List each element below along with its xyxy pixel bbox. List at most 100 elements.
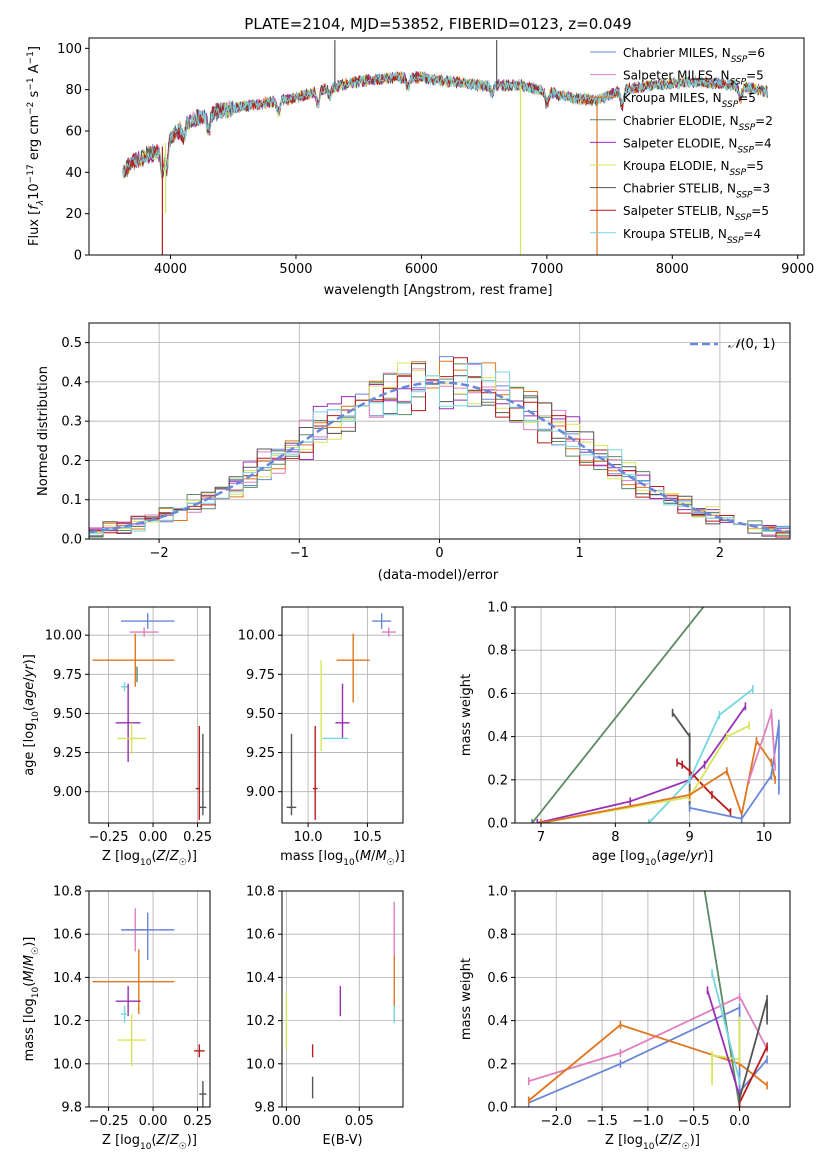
- label-part: Z [log: [605, 1133, 643, 1148]
- label-part: M: [22, 970, 37, 981]
- x-tick-label: 9: [686, 830, 694, 845]
- y-tick-label: 9.50: [53, 707, 82, 722]
- legend-label: Salpeter MILES, NSSP=5: [623, 69, 764, 88]
- y-axis-label: mass [log10(M/M☉)]: [22, 937, 41, 1062]
- y-tick-label: 0.4: [487, 1014, 508, 1029]
- label-part: −1: [26, 77, 36, 90]
- label-part: (: [656, 849, 661, 864]
- y-tick-label: 0.2: [487, 1057, 508, 1072]
- x-tick-label: 9000: [781, 262, 814, 277]
- x-tick-label: 0: [435, 546, 443, 561]
- x-tick-label: 4000: [154, 262, 187, 277]
- x-tick-label: −0.25: [89, 1114, 129, 1129]
- y-tick-label: 10.2: [53, 1014, 82, 1029]
- label-part: =5: [746, 159, 764, 173]
- label-part: Kroupa ELODIE, N: [623, 159, 730, 173]
- residuals-axes: −2 −1 0 1 2 0.0 0.1 0.2 0.3 0.4 0.5 𝒩(0, 1) (data-mo…: [36, 322, 791, 583]
- label-part: −17: [26, 164, 36, 183]
- x-axis-label: mass [log10(M/M☉)]: [280, 849, 405, 868]
- label-part: SSP: [736, 191, 753, 201]
- label-part: )]: [395, 849, 405, 864]
- label-part: Salpeter STELIB, N: [623, 204, 735, 218]
- legend-label: Chabrier MILES, NSSP=6: [623, 46, 765, 65]
- weight-line: [711, 1020, 741, 1082]
- y-tick-label: 9.00: [246, 785, 275, 800]
- y-tick-label: 0.8: [487, 928, 508, 943]
- y-tick-label: 60: [65, 125, 82, 140]
- x-tick-label: 0.25: [183, 830, 212, 845]
- legend-label: Chabrier ELODIE, NSSP=2: [623, 114, 773, 133]
- y-tick-label: 10.6: [53, 928, 82, 943]
- axes-border: [514, 606, 791, 824]
- label-part: ☉: [179, 858, 187, 868]
- label-part: erg cm: [27, 115, 42, 164]
- label-part: Z: [156, 849, 167, 864]
- weight-line: [711, 972, 741, 1082]
- y-tick-label: 10.6: [246, 928, 275, 943]
- legend-label: Salpeter ELODIE, NSSP=4: [623, 136, 772, 155]
- weight-line: [738, 1046, 768, 1104]
- label-part: 10: [140, 1142, 152, 1152]
- label-part: λ: [36, 200, 46, 206]
- x-tick-label: 6000: [405, 262, 438, 277]
- y-tick-label: 0.2: [487, 773, 508, 788]
- y-tick-label: 10.8: [53, 885, 82, 900]
- label-part: f: [27, 203, 42, 210]
- label-part: Z: [659, 1133, 670, 1148]
- label-part: Salpeter MILES, N: [623, 69, 730, 83]
- label-part: SSP: [737, 145, 754, 155]
- legend-label: 𝒩(0, 1): [728, 337, 775, 352]
- y-tick-label: 1.0: [487, 885, 508, 900]
- axes-border: [88, 606, 211, 824]
- x-tick-label: 8000: [656, 262, 689, 277]
- age_vs_mass-axes: 10.0 10.5 9.00 9.25 9.50 9.75 10.00 mass [log10…: [238, 606, 405, 868]
- x-axis-label: Z [log10(Z/Z☉)]: [605, 1133, 700, 1152]
- label-part: Z: [672, 1133, 683, 1148]
- y-tick-label: 9.50: [246, 707, 275, 722]
- label-part: Kroupa STELIB, N: [623, 227, 727, 241]
- x-axis-label: wavelength [Angstrom, rest frame]: [324, 283, 553, 298]
- label-part: /: [668, 1133, 673, 1148]
- weight-line: [703, 891, 741, 1107]
- y-tick-label: 9.8: [61, 1101, 82, 1116]
- mass_vs_ebv-axes: 0.00 0.05 9.8 10.0 10.2 10.4 10.6 10.8 E(B-V): [246, 885, 404, 1148]
- label-part: −1: [26, 51, 36, 64]
- plot-area: [89, 356, 790, 538]
- y-tick-label: 10.0: [246, 1057, 275, 1072]
- x-tick-label: −0.25: [89, 830, 129, 845]
- label-part: SSP: [722, 100, 739, 110]
- label-part: age [log: [22, 723, 37, 776]
- label-part: =3: [753, 182, 771, 196]
- label-part: (0, 1): [740, 337, 775, 352]
- y-tick-label: 10.00: [238, 629, 275, 644]
- x-tick-label: −1.0: [632, 1114, 664, 1129]
- y-tick-label: 9.00: [53, 785, 82, 800]
- x-tick-label: −0.5: [678, 1114, 710, 1129]
- label-part: Chabrier MILES, N: [623, 46, 731, 60]
- y-tick-label: 10.8: [246, 885, 275, 900]
- plot-area: [92, 613, 207, 820]
- label-part: =4: [743, 227, 761, 241]
- y-axis-label: Flux [fλ10−17 erg cm−2 s−1 A−1]: [26, 46, 46, 246]
- axes-border: [88, 37, 805, 256]
- x-tick-label: −2.0: [540, 1114, 572, 1129]
- x-axis-label: E(B-V): [322, 1133, 362, 1148]
- y-tick-label: 0.0: [487, 1101, 508, 1116]
- weight-line: [528, 995, 768, 1082]
- plot-area: [92, 908, 207, 1107]
- label-part: yr: [689, 849, 705, 864]
- label-part: ☉: [179, 1142, 187, 1152]
- x-tick-label: 0.0: [729, 1114, 750, 1129]
- y-tick-label: 9.75: [246, 668, 275, 683]
- label-part: (: [654, 1133, 659, 1148]
- label-part: )]: [22, 937, 37, 947]
- label-part: /: [22, 965, 37, 970]
- y-tick-label: 0.0: [487, 817, 508, 832]
- legend-label: Kroupa STELIB, NSSP=4: [623, 227, 761, 246]
- y-tick-label: 9.8: [254, 1101, 275, 1116]
- label-part: 10: [643, 1142, 655, 1152]
- label-part: /: [165, 849, 170, 864]
- label-part: /: [22, 677, 37, 682]
- y-tick-label: 10.00: [45, 629, 82, 644]
